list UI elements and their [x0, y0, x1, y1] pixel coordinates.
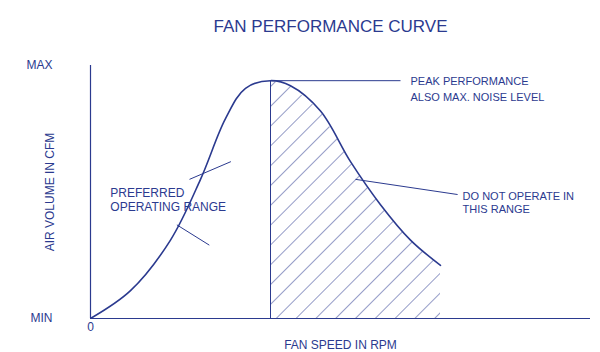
svg-text:AIR VOLUME IN CFM: AIR VOLUME IN CFM [43, 133, 57, 252]
svg-text:PEAK PERFORMANCEALSO MAX. NOIS: PEAK PERFORMANCEALSO MAX. NOISE LEVEL [411, 75, 545, 103]
svg-text:FAN PERFORMANCE CURVE: FAN PERFORMANCE CURVE [214, 17, 448, 36]
svg-text:MAX: MAX [26, 58, 52, 72]
svg-text:FAN SPEED IN RPM: FAN SPEED IN RPM [284, 338, 397, 352]
svg-text:PREFERREDOPERATING RANGE: PREFERREDOPERATING RANGE [110, 186, 226, 214]
svg-text:MIN: MIN [31, 311, 53, 325]
svg-text:0: 0 [87, 320, 94, 334]
svg-text:DO NOT OPERATE INTHIS RANGE: DO NOT OPERATE INTHIS RANGE [463, 190, 574, 215]
